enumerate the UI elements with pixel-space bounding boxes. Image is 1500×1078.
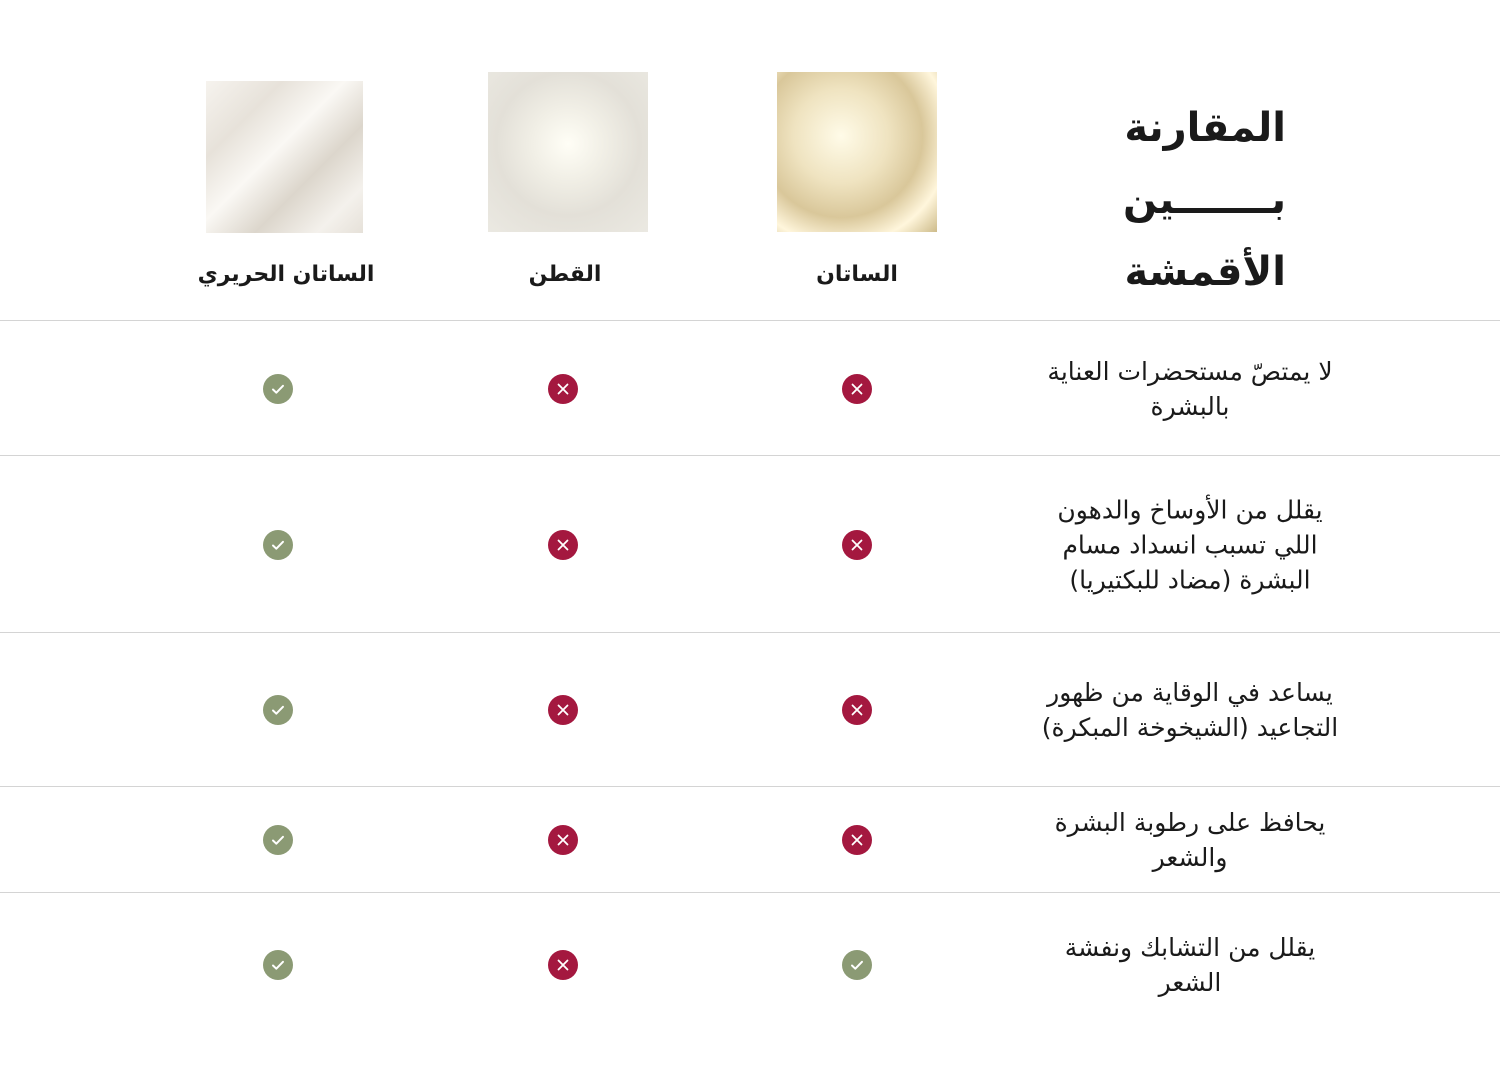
table-row: يقلل من الأوساخ والدهون اللي تسبب انسداد…	[0, 455, 1500, 633]
feature-label: لا يمتصّ مستحضرات العناية بالبشرة	[1047, 356, 1333, 421]
cross-icon	[548, 529, 578, 560]
cross-icon	[842, 825, 872, 855]
check-icon	[263, 949, 293, 980]
table-row: لا يمتصّ مستحضرات العناية بالبشرة	[0, 320, 1500, 456]
table-row: يقلل من التشابك ونفشة الشعر	[0, 892, 1500, 1036]
cross-icon	[548, 373, 578, 404]
table-row: يحافظ على رطوبة البشرة والشعر	[0, 786, 1500, 893]
check-icon	[842, 949, 872, 980]
cross-icon	[548, 825, 578, 855]
column-header-silk-satin: الساتان الحريري	[197, 262, 375, 287]
feature-label: يقلل من الأوساخ والدهون اللي تسبب انسداد…	[1057, 495, 1323, 594]
cross-icon	[842, 695, 872, 725]
cotton-fabric-image	[488, 72, 648, 232]
satin-fabric-image	[777, 72, 937, 232]
check-icon	[263, 373, 293, 404]
title-line: بـــــــين	[1122, 177, 1286, 223]
table-row: يساعد في الوقاية من ظهور التجاعيد (الشيخ…	[0, 632, 1500, 787]
page-title: المقارنة بـــــــين الأقمشة	[1080, 92, 1320, 308]
cross-icon	[548, 695, 578, 725]
cross-icon	[548, 949, 578, 980]
cross-icon	[842, 373, 872, 404]
cross-icon	[842, 529, 872, 560]
feature-label: يقلل من التشابك ونفشة الشعر	[1064, 932, 1316, 997]
feature-label: يساعد في الوقاية من ظهور التجاعيد (الشيخ…	[1041, 678, 1339, 742]
title-line: المقارنة	[1124, 105, 1286, 151]
title-line: الأقمشة	[1124, 249, 1286, 295]
check-icon	[263, 529, 293, 560]
check-icon	[263, 695, 293, 725]
column-header-cotton: القطن	[528, 262, 602, 287]
column-header-satin: الساتان	[816, 262, 898, 287]
check-icon	[263, 825, 293, 855]
silk-satin-fabric-image	[206, 81, 363, 233]
feature-label: يحافظ على رطوبة البشرة والشعر	[1054, 808, 1326, 872]
